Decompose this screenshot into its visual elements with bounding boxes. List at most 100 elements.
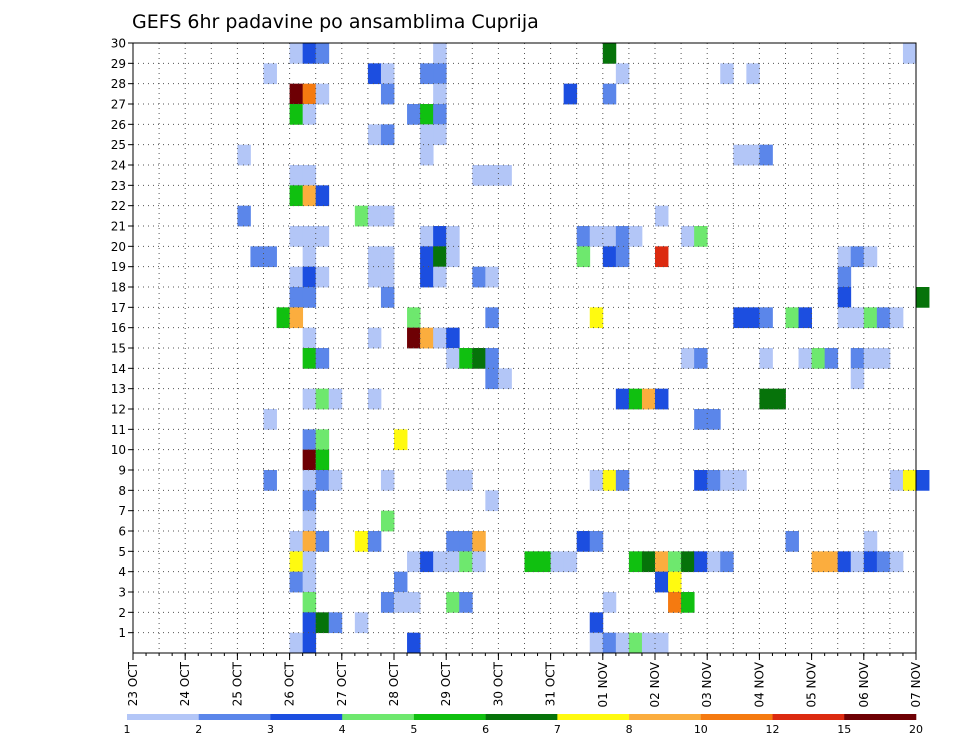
heatmap-cell [681, 226, 695, 247]
heatmap-cell [420, 266, 434, 288]
heatmap-cell [641, 388, 656, 410]
x-tick-label: 25 OCT [230, 661, 244, 706]
heatmap-cell [446, 531, 460, 552]
x-tick-label: 07 NOV [909, 661, 923, 707]
heatmap-cell [733, 144, 747, 166]
heatmap-cell [394, 592, 408, 613]
heatmap-cell [302, 327, 317, 349]
heatmap-cell [302, 388, 317, 410]
heatmap-cell [302, 510, 317, 532]
x-tick-label: 05 NOV [805, 661, 819, 707]
heatmap-cell [302, 104, 317, 125]
heatmap-cell [380, 205, 395, 227]
heatmap-cell [889, 551, 904, 573]
heatmap-cell [446, 470, 460, 491]
heatmap-cell [289, 266, 304, 288]
heatmap-cell [407, 327, 421, 349]
heatmap-cell [850, 348, 865, 369]
heatmap-cell [459, 531, 473, 552]
heatmap-cell [446, 348, 460, 369]
heatmap-cell [485, 165, 499, 186]
heatmap-cell [811, 348, 826, 369]
heatmap-cell [655, 246, 669, 268]
heatmap-cell [433, 124, 447, 146]
heatmap-cell [354, 612, 369, 634]
heatmap-cell [420, 144, 434, 166]
heatmap-cell [446, 592, 460, 613]
heatmap-cell [407, 104, 421, 125]
y-axis: 1234567891011121314151617181920212223242… [111, 37, 133, 640]
heatmap-cell [902, 43, 917, 64]
heatmap-cell [498, 368, 512, 390]
colorbar-tick-label: 8 [626, 723, 633, 736]
y-tick-label: 21 [111, 220, 126, 234]
heatmap-cell [759, 348, 773, 369]
heatmap-cell [433, 104, 447, 125]
heatmap-cell [302, 429, 317, 451]
y-tick-label: 8 [118, 484, 126, 498]
y-tick-label: 13 [111, 382, 126, 396]
heatmap-cell [602, 246, 617, 268]
heatmap-cell [694, 348, 708, 369]
heatmap-cell [302, 592, 317, 613]
colorbar-swatch [270, 714, 343, 720]
heatmap-cell [863, 246, 878, 268]
heatmap-cell [472, 266, 486, 288]
heatmap-cell [798, 348, 812, 369]
heatmap-cell [602, 43, 617, 64]
heatmap-cell [407, 592, 421, 613]
colorbar-tick-label: 10 [694, 723, 708, 736]
heatmap-cell [615, 388, 630, 410]
heatmap-cell [524, 551, 538, 573]
heatmap-cell [328, 388, 343, 410]
heatmap-cell [420, 124, 434, 146]
heatmap-cell [837, 307, 852, 329]
heatmap-cell [315, 531, 330, 552]
heatmap-cell [263, 409, 277, 430]
heatmap-cell [394, 571, 408, 593]
heatmap-cells [237, 43, 930, 654]
heatmap-cell [380, 266, 395, 288]
heatmap-cell [628, 388, 643, 410]
heatmap-cell [707, 409, 721, 430]
heatmap-cell [302, 490, 317, 512]
heatmap-cell [694, 551, 708, 573]
heatmap-cell [380, 83, 395, 105]
heatmap-cell [837, 287, 852, 308]
heatmap-cell [563, 83, 578, 105]
colorbar-swatch [629, 714, 702, 720]
colorbar-swatch [485, 714, 558, 720]
heatmap-cell [433, 551, 447, 573]
heatmap-cell [328, 612, 343, 634]
heatmap-cell [315, 429, 330, 451]
x-tick-label: 04 NOV [752, 661, 766, 707]
heatmap-cell [367, 327, 382, 349]
colorbar-swatch [342, 714, 415, 720]
heatmap-cell [837, 551, 852, 573]
heatmap-cell [446, 226, 460, 247]
heatmap-cell [367, 266, 382, 288]
heatmap-cell [602, 470, 617, 491]
heatmap-cell [302, 531, 317, 552]
chart-title: GEFS 6hr padavine po ansamblima Cuprija [132, 11, 539, 33]
colorbar-tick-label: 7 [554, 723, 561, 736]
x-tick-label: 03 NOV [700, 661, 714, 707]
heatmap-cell [837, 266, 852, 288]
y-tick-label: 12 [111, 403, 126, 417]
heatmap-cell [681, 348, 695, 369]
y-tick-label: 19 [111, 260, 126, 274]
heatmap-cell [485, 490, 499, 512]
y-tick-label: 10 [111, 443, 126, 457]
x-tick-label: 29 OCT [439, 661, 453, 706]
heatmap-cell [720, 551, 734, 573]
heatmap-cell [602, 632, 617, 654]
heatmap-cell [850, 246, 865, 268]
y-tick-label: 24 [111, 159, 126, 173]
heatmap-cell [550, 551, 565, 573]
y-tick-label: 6 [118, 525, 126, 539]
heatmap-cell [576, 246, 591, 268]
heatmap-cell [289, 531, 304, 552]
heatmap-cell [380, 470, 395, 491]
x-tick-label: 27 OCT [335, 661, 349, 706]
heatmap-cell [459, 470, 473, 491]
